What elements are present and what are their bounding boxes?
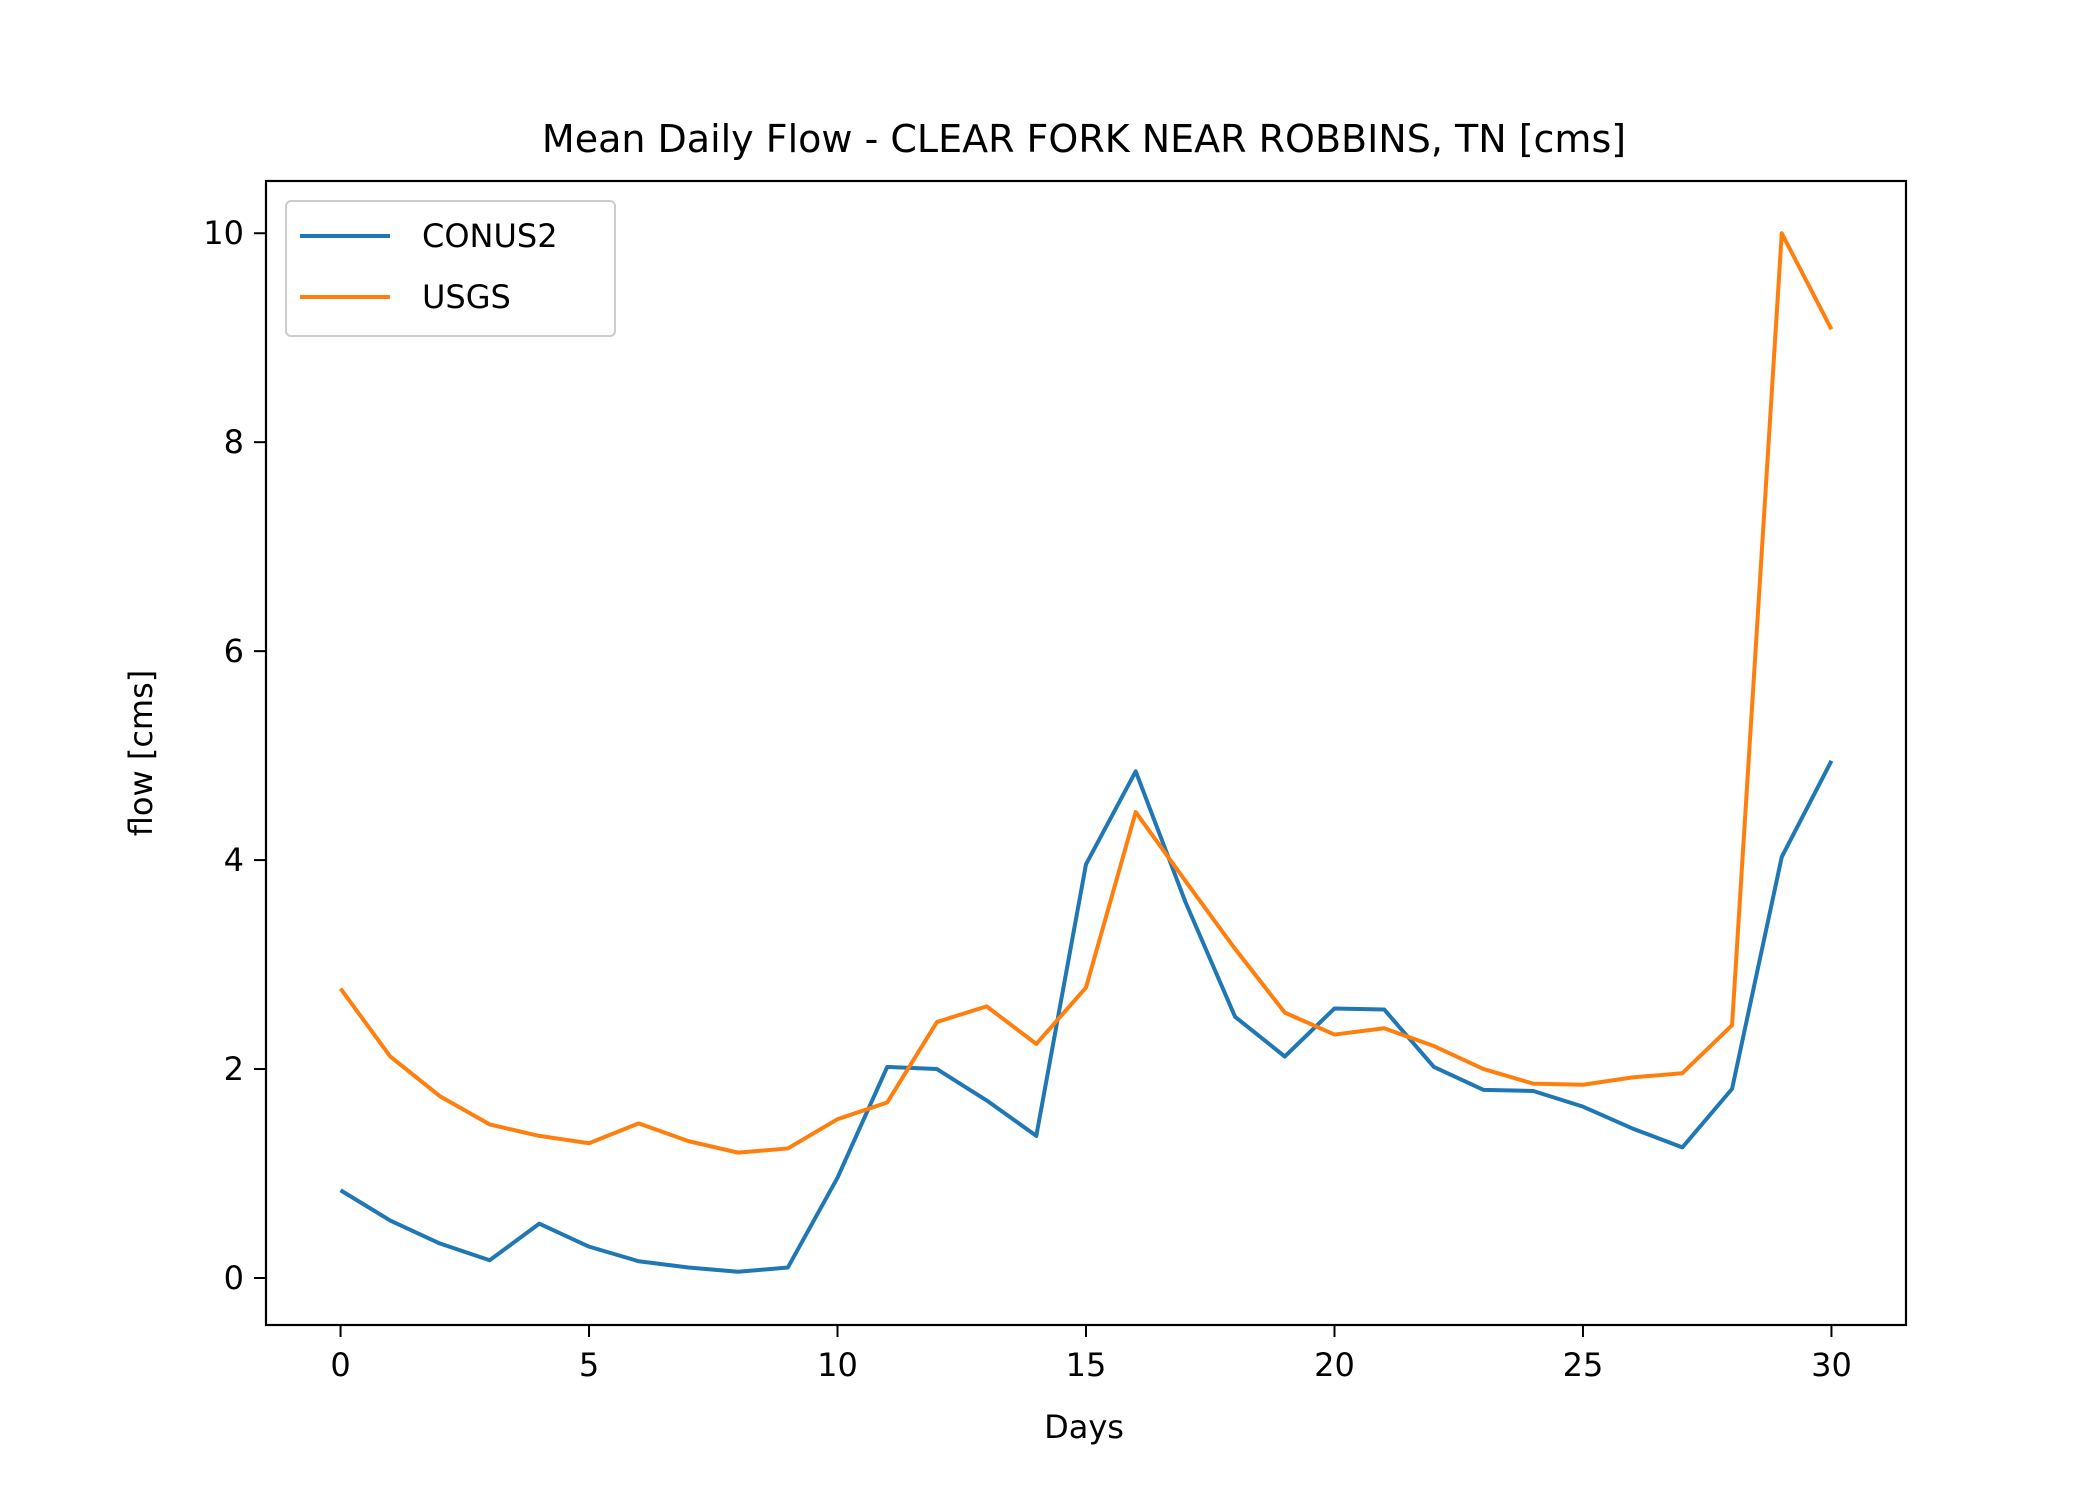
series-line-usgs	[338, 231, 1834, 1155]
x-tick-label: 10	[817, 1346, 858, 1384]
x-tick-label: 30	[1811, 1346, 1852, 1384]
legend: CONUS2 USGS	[285, 200, 616, 337]
x-tick-label: 15	[1066, 1346, 1107, 1384]
y-tick-label: 4	[224, 841, 244, 879]
x-axis: 0 5 10 15 20 25 30	[330, 1325, 1852, 1384]
x-tick-label: 5	[579, 1346, 599, 1384]
y-axis-label: flow [cms]	[122, 670, 160, 836]
plot-lines	[338, 231, 1834, 1274]
x-tick-label: 20	[1314, 1346, 1355, 1384]
y-tick-label: 8	[224, 423, 244, 461]
series-line-conus2	[339, 759, 1834, 1274]
legend-label-usgs: USGS	[422, 278, 511, 316]
y-tick-label: 6	[224, 632, 244, 670]
chart-title: Mean Daily Flow - CLEAR FORK NEAR ROBBIN…	[542, 117, 1626, 161]
y-tick-label: 2	[224, 1050, 244, 1088]
plot-frame	[264, 179, 1908, 1327]
y-tick-label: 10	[203, 214, 244, 252]
y-tick-label: 0	[224, 1259, 244, 1297]
y-axis: 0 2 4 6 8 10	[203, 214, 266, 1297]
x-axis-label: Days	[1044, 1408, 1124, 1446]
legend-label-conus2: CONUS2	[422, 217, 558, 255]
x-tick-label: 0	[330, 1346, 350, 1384]
x-tick-label: 25	[1563, 1346, 1604, 1384]
